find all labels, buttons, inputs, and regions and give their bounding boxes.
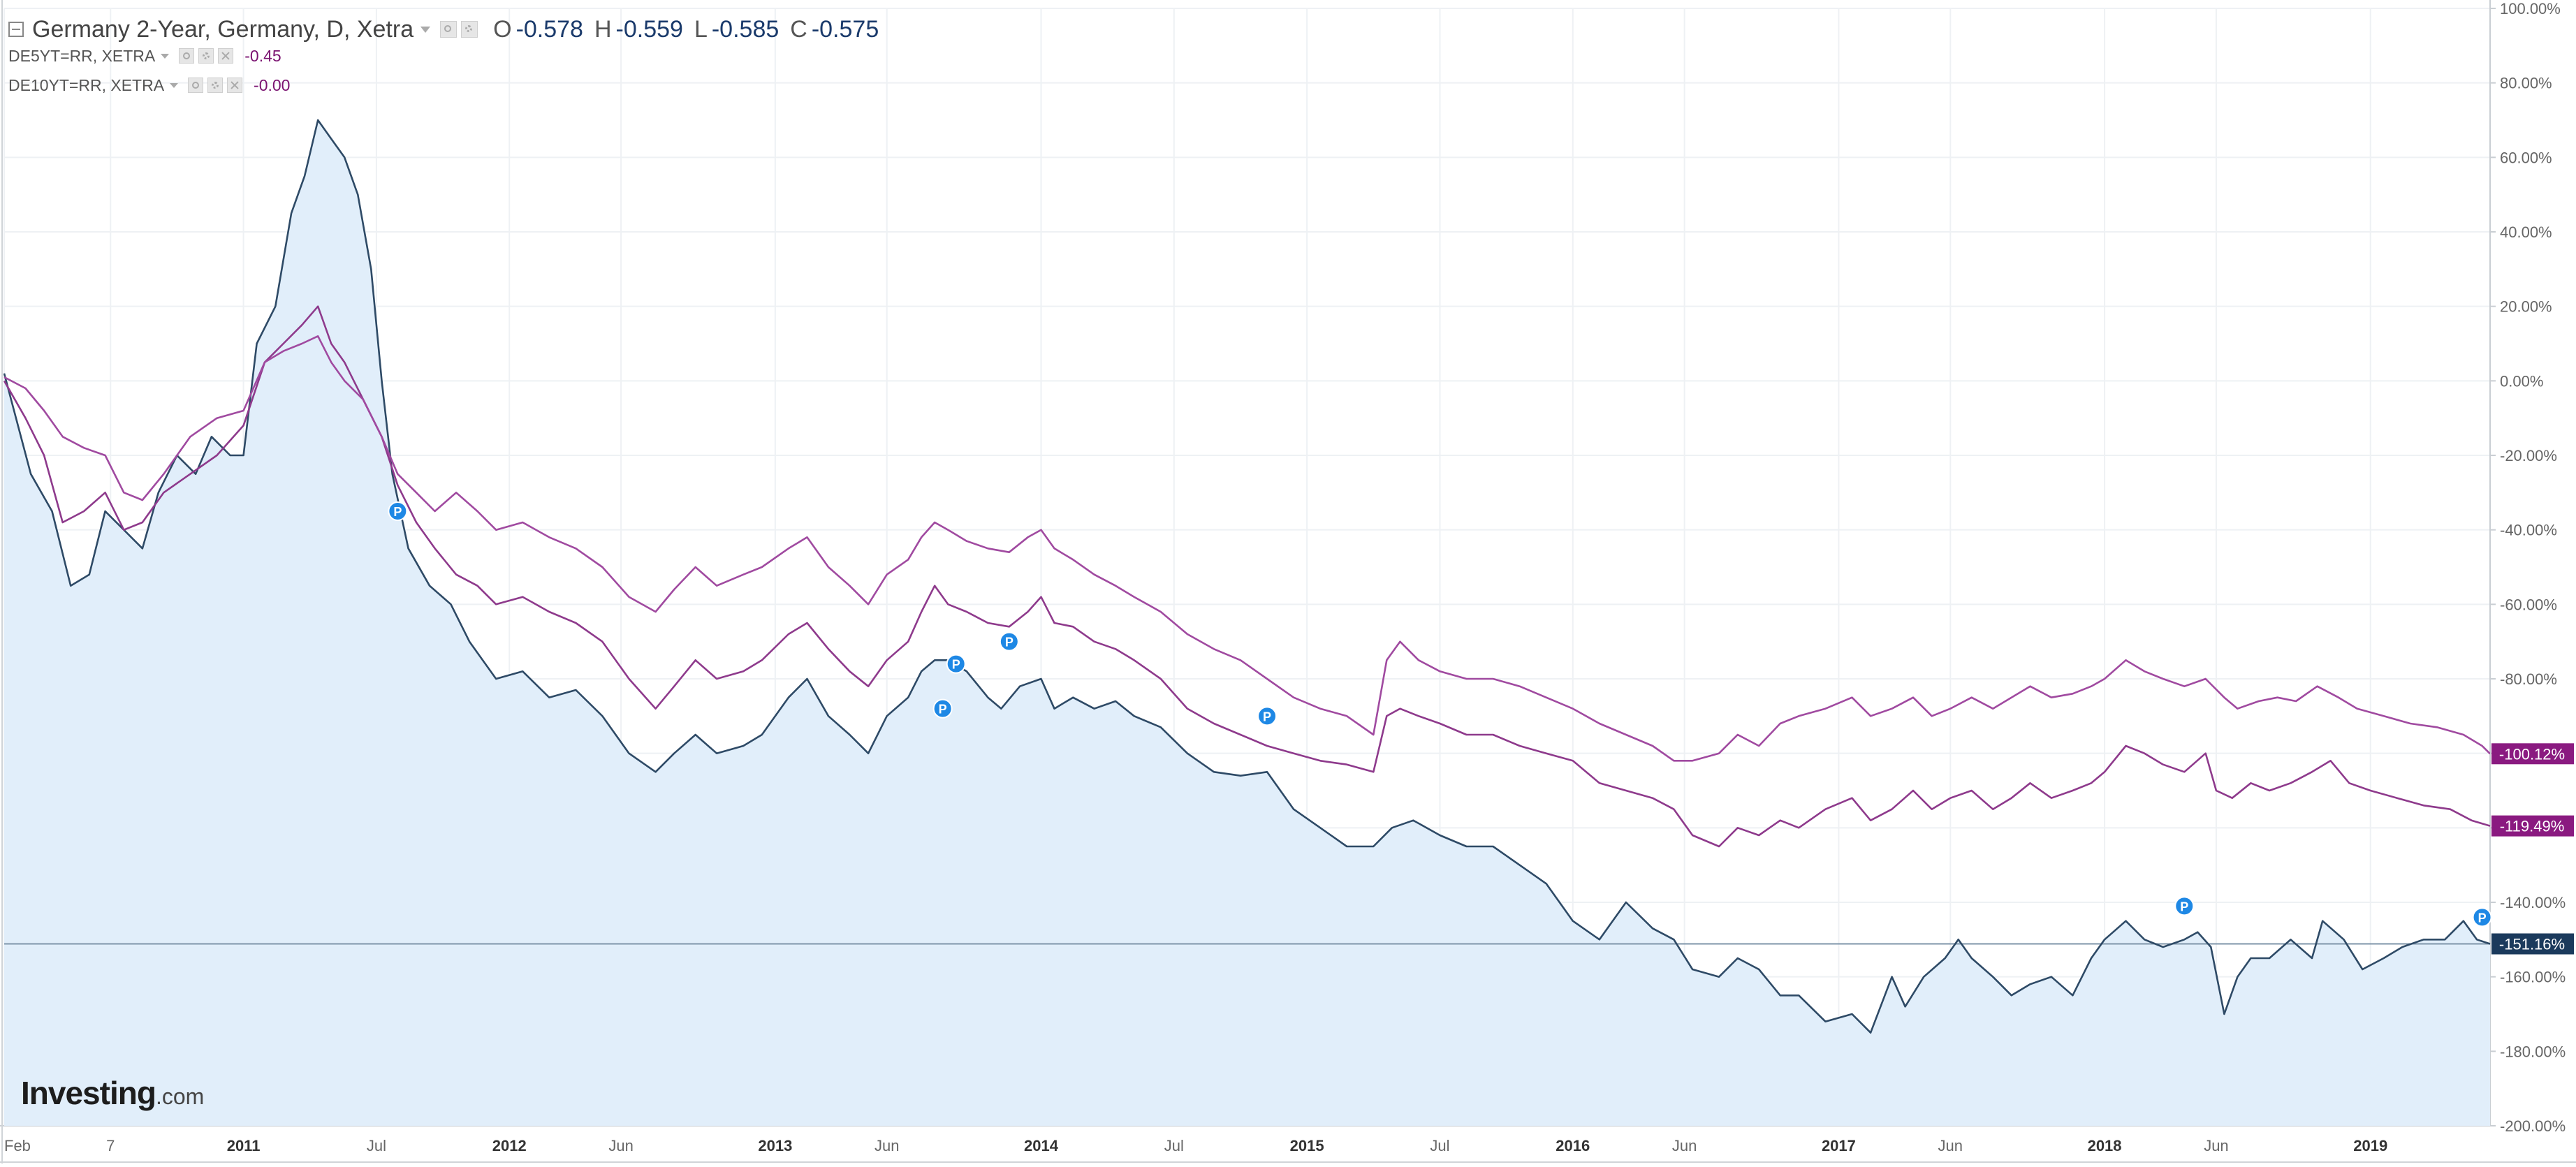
last-value-label-0: -151.16% [2499,936,2565,953]
y-tick-label: 40.00% [2500,223,2552,241]
logo-tld: .com [155,1084,205,1109]
flag-marker-3[interactable] [999,631,1019,652]
y-tick-label: 80.00% [2500,75,2552,92]
series-line-0[interactable] [3,119,2491,1034]
series-line-2[interactable] [3,335,2491,762]
eye-icon[interactable] [179,48,195,64]
legend-compare-value-de10y: -0.00 [254,75,291,94]
chevron-down-icon[interactable] [420,26,431,33]
flag-label-5: P [2180,900,2188,913]
last-value-badge-2 [2491,743,2574,765]
gear-icon[interactable] [461,21,478,38]
last-value-label-1: -119.49% [2500,818,2565,835]
y-tick-label: 100.00% [2500,0,2561,17]
x-tick-label: 2015 [1290,1137,1324,1154]
x-tick-label: 2017 [1822,1137,1856,1154]
y-tick-label: 20.00% [2500,298,2552,316]
x-tick-label: 2013 [758,1137,792,1154]
last-value-badge-0 [2491,933,2574,955]
investing-logo: Investing.com [21,1074,204,1112]
x-tick-label: Jun [608,1137,633,1154]
series-line-1[interactable] [3,305,2491,848]
x-tick-label: Jul [1430,1137,1449,1154]
ohlc-high-key: H [594,15,612,43]
x-tick-label: Jul [367,1137,386,1154]
flag-marker-0[interactable] [388,501,408,521]
x-tick-label: 2016 [1556,1137,1590,1154]
flag-marker-2[interactable] [946,654,966,674]
flag-label-6: P [2478,911,2487,925]
ohlc-close-key: C [790,15,807,43]
y-tick-label: -140.00% [2500,894,2566,911]
last-value-badge-1 [2491,815,2574,837]
x-tick-label: 2011 [227,1137,261,1154]
flag-label-4: P [1263,710,1271,724]
gear-icon[interactable] [198,48,214,64]
ohlc-open-value: -0.578 [515,15,583,43]
x-tick-label: Jun [1938,1137,1963,1154]
y-tick-label: -60.00% [2500,596,2557,613]
x-tick-label: Feb [4,1137,31,1154]
logo-brand: Investing [21,1075,156,1111]
x-tick-label: Jul [1164,1137,1184,1154]
flag-label-2: P [952,658,960,672]
ohlc-low-key: L [694,15,708,43]
y-tick-label: -180.00% [2500,1043,2566,1060]
chevron-down-icon[interactable] [170,82,179,88]
close-icon[interactable] [227,78,243,93]
legend-compare-label-de5y: DE5YT=RR, XETRA [8,46,156,65]
x-tick-label: 2014 [1024,1137,1059,1154]
collapse-icon[interactable] [8,22,24,37]
y-tick-label: -160.00% [2500,969,2566,986]
x-tick-label: Jun [2204,1137,2228,1154]
ohlc-open-key: O [493,15,512,43]
x-tick-label: 2012 [492,1137,527,1154]
chevron-down-icon[interactable] [161,53,170,59]
flag-marker-5[interactable] [2174,896,2195,916]
gear-icon[interactable] [207,78,224,93]
legend-compare-value-de5y: -0.45 [244,46,281,65]
flag-label-0: P [393,505,402,519]
legend-compare-row-de10y: DE10YT=RR, XETRA -0.00 [8,73,290,98]
last-value-label-2: -100.12% [2499,745,2565,763]
legend-compare-row-de5y: DE5YT=RR, XETRA -0.45 [8,43,281,68]
x-tick-label: 2018 [2088,1137,2122,1154]
series-area-0 [4,120,2490,1126]
ohlc-low-value: -0.585 [711,15,780,43]
y-tick-label: -20.00% [2500,447,2557,464]
y-tick-label: -200.00% [2500,1117,2566,1135]
y-tick-label: -80.00% [2500,670,2557,688]
legend-main-row: Germany 2-Year, Germany, D, Xetra O -0.5… [8,10,879,49]
eye-icon[interactable] [188,78,204,93]
x-tick-label: 2019 [2353,1137,2387,1154]
x-tick-label: 7 [106,1137,115,1154]
flag-marker-6[interactable] [2472,907,2492,927]
flag-marker-1[interactable] [932,698,953,719]
legend-main-title: Germany 2-Year, Germany, D, Xetra [32,15,414,43]
x-tick-label: Jun [874,1137,899,1154]
eye-icon[interactable] [440,21,458,38]
flag-label-1: P [939,703,947,717]
x-tick-label: Jun [1672,1137,1697,1154]
y-tick-label: 60.00% [2500,149,2552,166]
flag-label-3: P [1005,636,1013,649]
flag-marker-4[interactable] [1257,706,1278,726]
y-tick-label: -40.00% [2500,522,2557,539]
close-icon[interactable] [218,48,234,64]
ohlc-close-value: -0.575 [811,15,879,43]
y-tick-label: 0.00% [2500,372,2543,390]
legend-compare-label-de10y: DE10YT=RR, XETRA [8,75,165,94]
ohlc-high-value: -0.559 [615,15,683,43]
